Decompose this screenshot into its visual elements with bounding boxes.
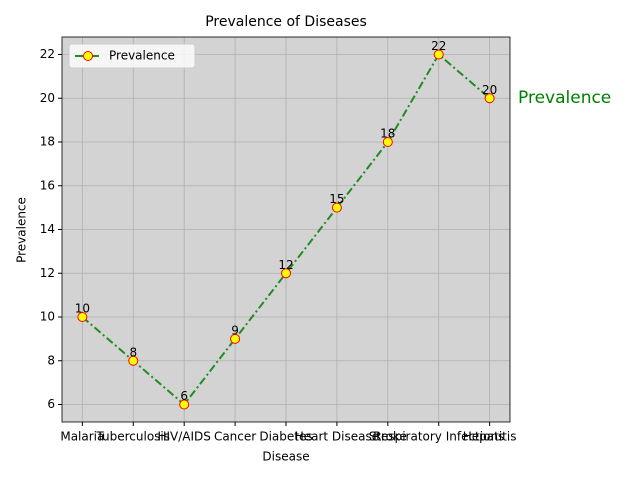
y-tick-label: 20	[40, 91, 55, 105]
data-point	[484, 93, 495, 104]
x-tick-label: Heart Disease	[295, 430, 379, 444]
data-label: 6	[180, 389, 188, 403]
y-tick-label: 10	[40, 310, 55, 324]
data-label: 15	[329, 192, 344, 206]
data-point	[179, 399, 190, 410]
data-label: 20	[482, 83, 497, 97]
data-point	[77, 312, 88, 322]
y-tick-label: 16	[40, 178, 55, 192]
x-tick-label: Tuberculosis	[96, 430, 171, 444]
legend-label: Prevalence	[109, 49, 175, 63]
y-tick-label: 12	[40, 266, 55, 280]
data-label: 12	[278, 258, 293, 272]
chart-title: Prevalence of Diseases	[205, 14, 367, 30]
data-point	[331, 202, 342, 213]
data-label: 8	[129, 345, 137, 359]
legend-marker	[83, 51, 93, 61]
data-label: 22	[431, 39, 446, 53]
x-tick-label: HIV/AIDS	[157, 430, 210, 444]
y-tick-label: 22	[40, 47, 55, 61]
plot-frame	[61, 36, 511, 423]
y-tick-label: 14	[40, 222, 55, 236]
x-tick-label: Respiratory Infections	[373, 430, 504, 444]
data-point	[128, 355, 139, 366]
data-point	[230, 333, 241, 344]
data-point	[382, 137, 393, 147]
data-point	[281, 268, 291, 279]
x-tick-label: Hepatitis	[463, 430, 517, 444]
y-tick-label: 18	[40, 135, 55, 149]
y-axis-label: Prevalence	[15, 197, 29, 263]
x-tick-label: Stroke	[369, 430, 407, 444]
y-tick-label: 6	[47, 397, 55, 411]
data-label: 10	[75, 302, 90, 316]
x-tick-label: Cancer	[214, 430, 256, 444]
y-tick-label: 8	[47, 353, 55, 367]
data-point	[433, 49, 444, 60]
data-label: 9	[231, 323, 239, 337]
x-axis-label: Disease	[262, 450, 309, 464]
annotation: Prevalence	[518, 88, 611, 108]
x-tick-label: Diabetes	[259, 430, 312, 444]
legend-box	[68, 43, 196, 69]
data-label: 18	[380, 127, 395, 141]
x-tick-label: Malaria	[60, 430, 104, 444]
